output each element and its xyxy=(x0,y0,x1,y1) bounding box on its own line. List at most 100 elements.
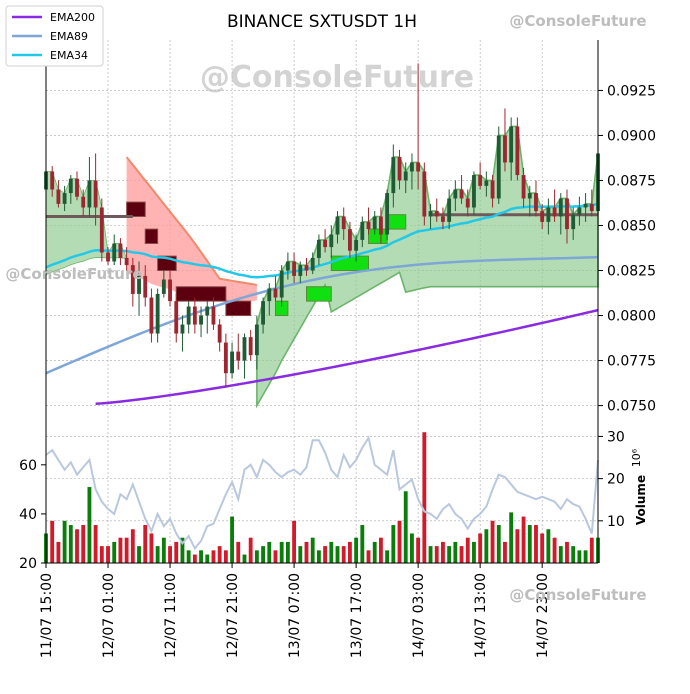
volume-bar xyxy=(242,554,247,563)
volume-tick-label: 30 xyxy=(607,429,625,445)
time-tick-label: 11/07 15:00 xyxy=(39,573,55,658)
time-tick-label: 14/07 23:00 xyxy=(535,573,551,658)
candle-body xyxy=(428,211,433,217)
candle-body xyxy=(217,324,222,343)
candle-body xyxy=(441,216,445,222)
candle-body xyxy=(323,239,328,248)
volume-bar xyxy=(62,520,67,563)
volume-bar xyxy=(310,537,315,563)
volume-bar xyxy=(236,541,241,563)
candle-body xyxy=(478,175,483,186)
axes: 0.0750 0.0775 0.0800 0.0825 0.0850 0.0875 0.09… xyxy=(19,40,656,658)
volume-bar xyxy=(372,541,377,563)
volume-bar xyxy=(168,546,172,563)
volume-bar xyxy=(316,550,321,563)
candle-body xyxy=(521,175,526,199)
candle-body xyxy=(211,306,216,325)
candle-body xyxy=(354,239,359,251)
candle-body xyxy=(304,265,309,271)
volume-bar xyxy=(540,533,545,563)
volume-bar xyxy=(527,525,532,563)
volume-bar xyxy=(323,546,328,563)
candle-body xyxy=(93,180,98,208)
candle-body xyxy=(118,243,123,258)
volume-bar xyxy=(496,525,501,563)
volume-bar xyxy=(199,550,203,563)
candle-body xyxy=(565,198,569,230)
candle-body xyxy=(447,198,452,222)
watermark-left: @ConsoleFuture xyxy=(5,265,142,283)
volume-bar xyxy=(205,554,210,563)
volume-bar xyxy=(434,546,439,563)
candle-body xyxy=(434,211,439,217)
time-tick-label: 14/07 13:00 xyxy=(473,573,489,658)
candle-body xyxy=(149,297,154,334)
volume-bar xyxy=(254,550,259,563)
candle-body xyxy=(124,257,129,266)
candle-body xyxy=(540,211,545,222)
candle-body xyxy=(298,265,303,276)
volume-bar xyxy=(509,512,514,563)
time-tick-label: 12/07 11:00 xyxy=(163,573,179,658)
indicator-line xyxy=(45,435,599,551)
candle-body xyxy=(292,261,297,276)
candle-body xyxy=(552,207,557,217)
candle-body xyxy=(335,216,340,235)
volume-bar xyxy=(124,537,129,563)
volume-bar xyxy=(589,537,594,563)
candle-body xyxy=(583,203,588,208)
candle-body xyxy=(484,180,489,186)
legend: EMA200 EMA89 EMA34 xyxy=(5,5,104,67)
candle-body xyxy=(50,171,55,190)
volume-bar xyxy=(106,546,110,563)
volume-bar xyxy=(211,550,216,563)
candle-body xyxy=(75,178,79,197)
watermark-bottom-right: @ConsoleFuture xyxy=(509,586,646,604)
price-tick-label: 0.0825 xyxy=(607,264,656,280)
candle-body xyxy=(378,216,383,235)
volume-bar xyxy=(155,546,160,563)
volume-bar xyxy=(453,541,458,563)
bullish-step xyxy=(368,228,388,245)
candle-body xyxy=(230,351,234,374)
watermark-center: @ConsoleFuture xyxy=(200,60,474,95)
candle-body xyxy=(285,261,290,271)
volume-bar xyxy=(248,537,253,563)
candle-body xyxy=(490,180,495,199)
candle-body xyxy=(527,193,532,199)
volume-bar xyxy=(335,546,340,563)
volume-bar xyxy=(130,529,135,563)
candle-body xyxy=(223,342,228,374)
candle-body xyxy=(242,337,247,361)
bearish-step xyxy=(175,286,227,302)
volume-bars xyxy=(44,432,600,563)
candle-body xyxy=(248,337,253,356)
candle-body xyxy=(87,180,92,208)
legend-label-ema89: EMA89 xyxy=(50,30,88,43)
bearish-step xyxy=(144,228,159,245)
volume-bar xyxy=(93,525,98,563)
bullish-step xyxy=(305,286,332,302)
candle-body xyxy=(422,171,427,217)
volume-bar xyxy=(149,533,154,563)
volume-bar xyxy=(217,546,222,563)
volume-bar xyxy=(366,550,371,563)
ema89-line xyxy=(45,255,599,375)
volume-bar xyxy=(87,487,92,563)
candle-body xyxy=(503,135,507,163)
price-tick-label: 0.0775 xyxy=(607,354,656,370)
candle-body xyxy=(192,306,197,325)
candle-body xyxy=(168,279,172,302)
time-tick-label: 13/07 07:00 xyxy=(287,573,303,658)
volume-bar xyxy=(397,520,402,563)
volume-bar xyxy=(583,550,588,563)
candle-body xyxy=(130,265,135,294)
price-tick-label: 0.0875 xyxy=(607,173,656,189)
volume-bar xyxy=(341,546,346,563)
volume-bar xyxy=(534,525,538,563)
candle-body xyxy=(403,171,408,181)
volume-bar xyxy=(267,541,272,563)
ema200-line xyxy=(95,308,599,406)
